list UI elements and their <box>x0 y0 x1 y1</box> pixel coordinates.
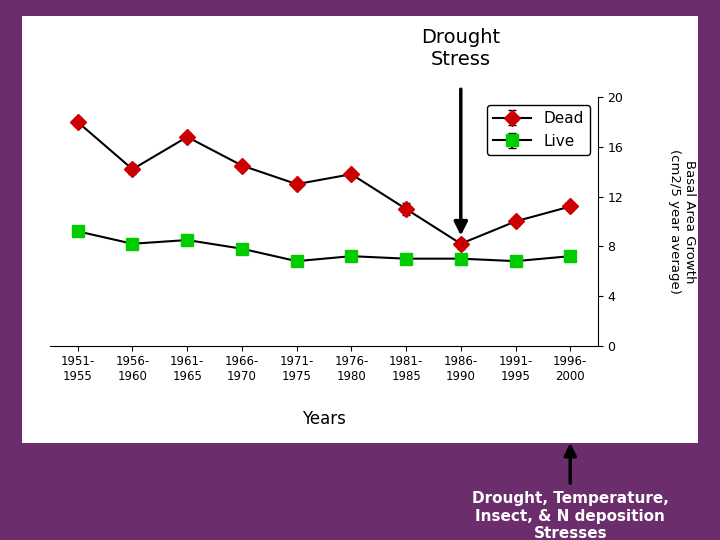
Text: Years: Years <box>302 409 346 428</box>
Text: Drought, Temperature,
Insect, & N deposition
Stresses: Drought, Temperature, Insect, & N deposi… <box>472 491 669 540</box>
Legend: Dead, Live: Dead, Live <box>487 105 590 154</box>
Y-axis label: Basal Area Growth
(cm2/5 year average): Basal Area Growth (cm2/5 year average) <box>667 149 696 294</box>
Text: Drought
Stress: Drought Stress <box>421 28 500 69</box>
